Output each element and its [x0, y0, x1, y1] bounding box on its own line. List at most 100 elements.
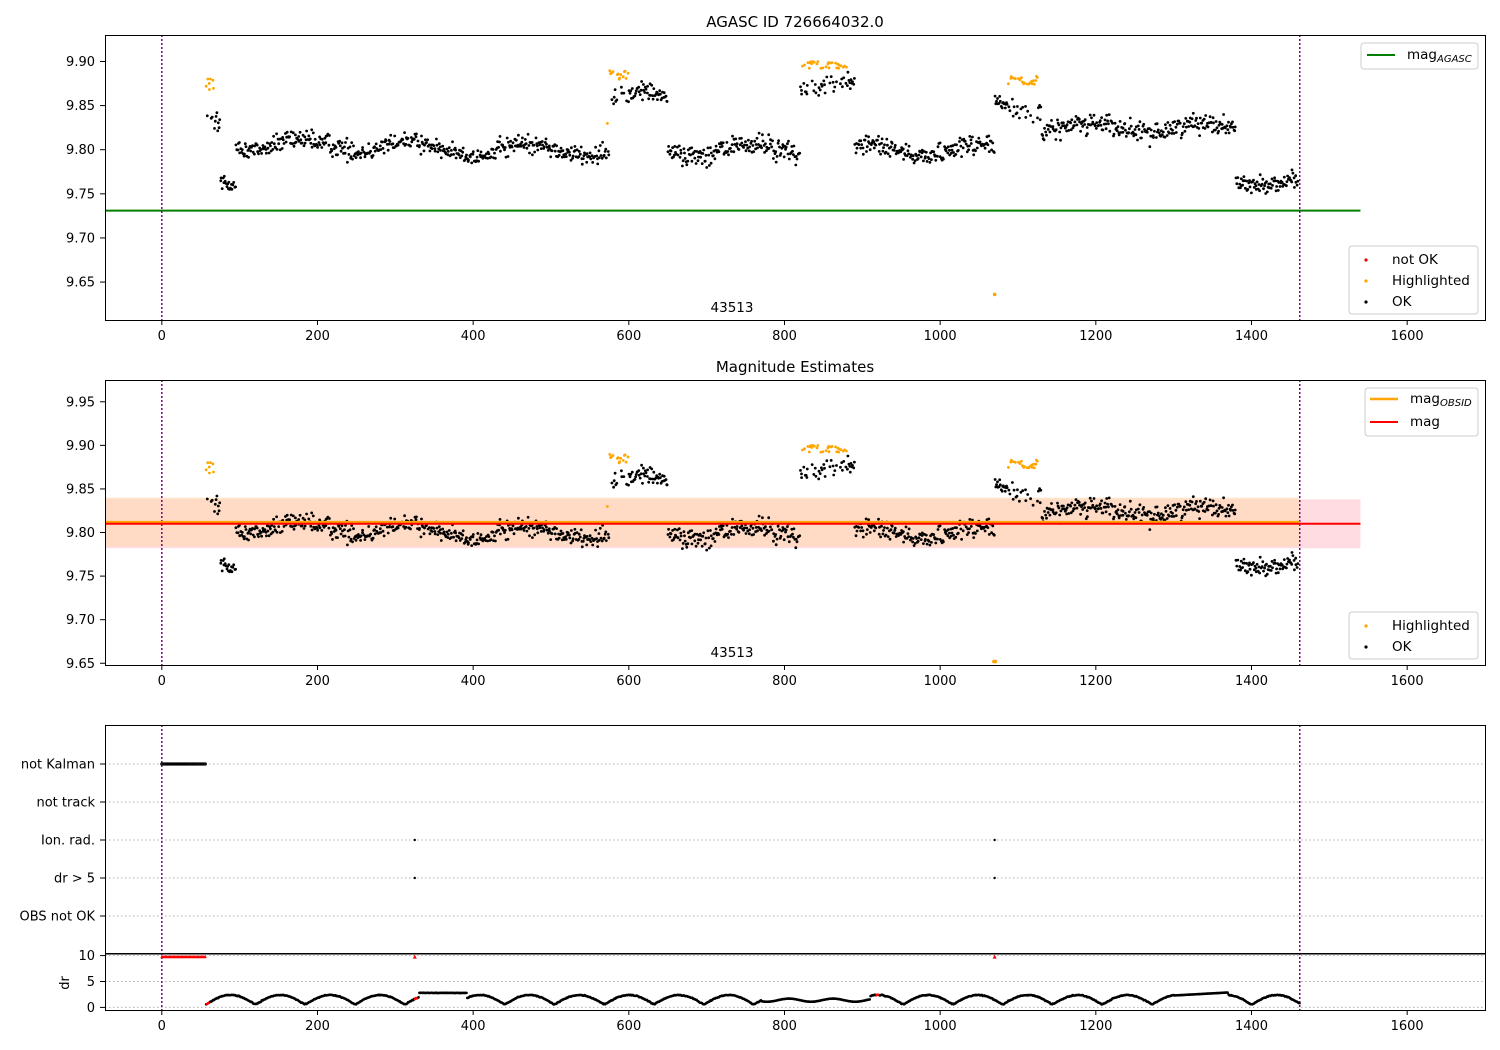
ok-point — [965, 150, 969, 154]
ok-point — [1235, 182, 1239, 186]
ok-point — [1051, 508, 1055, 511]
ok-point — [946, 151, 950, 155]
ok-point — [553, 149, 557, 153]
ok-point — [347, 535, 351, 539]
ok-point — [1215, 509, 1219, 513]
ok-point — [361, 528, 364, 532]
ok-point — [1290, 563, 1294, 566]
ok-point — [519, 527, 523, 531]
ok-point — [950, 531, 954, 535]
ok-point — [437, 142, 441, 146]
ok-point — [1224, 131, 1228, 135]
legend-label-ok: OK — [1392, 294, 1413, 310]
highlighted-point — [209, 77, 212, 81]
ok-point — [363, 538, 367, 541]
ok-point — [1018, 116, 1021, 120]
ok-point — [751, 144, 755, 147]
outlier-point — [993, 659, 998, 664]
ok-point — [913, 159, 917, 163]
ok-point — [435, 143, 439, 147]
ok-point — [1173, 503, 1176, 507]
ok-point — [911, 157, 914, 161]
ok-point — [1156, 511, 1160, 515]
highlighted-point — [827, 450, 831, 454]
ok-point — [951, 527, 955, 530]
ok-point — [634, 92, 637, 95]
ok-point — [1231, 503, 1234, 507]
y-tick-label: 9.70 — [66, 613, 95, 628]
ok-point — [1073, 503, 1077, 507]
ok-point — [337, 141, 341, 145]
ok-point — [309, 141, 313, 145]
ok-point — [1248, 185, 1252, 189]
ok-point — [647, 97, 651, 101]
ok-point — [1238, 182, 1242, 186]
ok-point — [371, 154, 375, 157]
ok-point — [942, 540, 945, 544]
ok-point — [952, 533, 955, 537]
ok-point — [642, 88, 645, 92]
ok-point — [467, 541, 470, 545]
ok-point — [1042, 138, 1046, 142]
ok-point — [872, 146, 876, 150]
ok-point — [991, 524, 995, 528]
ok-point — [606, 150, 610, 153]
y-tick-label: 9.65 — [66, 276, 95, 291]
ok-point — [416, 139, 420, 143]
ok-point — [379, 531, 383, 534]
ok-point — [791, 532, 794, 536]
y-tick-label: 9.85 — [66, 99, 95, 114]
ok-point — [389, 516, 393, 520]
ok-point — [373, 149, 377, 153]
ok-point — [848, 87, 852, 90]
ok-point — [210, 498, 214, 502]
ok-point — [498, 140, 501, 144]
ok-point — [302, 144, 306, 148]
ok-point — [798, 534, 802, 538]
ok-point — [772, 157, 775, 160]
ok-point — [1085, 509, 1089, 512]
ok-point — [786, 152, 790, 156]
ok-point — [1285, 566, 1288, 570]
ok-point — [430, 147, 434, 151]
ok-point — [1041, 517, 1045, 520]
ok-point — [1174, 514, 1178, 517]
ok-point — [996, 480, 999, 484]
highlighted-point — [839, 64, 843, 68]
ok-point — [437, 525, 441, 528]
ok-point — [770, 528, 774, 532]
ok-point — [468, 155, 472, 159]
y-tick-label: 0 — [87, 1001, 95, 1016]
ok-point — [1208, 115, 1212, 119]
ok-point — [1124, 511, 1127, 515]
ok-point — [709, 146, 712, 150]
ok-point — [603, 150, 607, 153]
ok-point — [1094, 126, 1098, 130]
ok-point — [794, 546, 798, 550]
ok-point — [1270, 560, 1274, 563]
highlighted-point — [608, 69, 612, 73]
ok-point — [658, 476, 662, 480]
ok-point — [919, 538, 923, 541]
ok-point — [994, 485, 998, 489]
ok-point — [1104, 122, 1108, 126]
ok-point — [240, 148, 244, 152]
ok-point — [1227, 503, 1230, 507]
highlighted-point — [1014, 460, 1017, 464]
ok-point — [538, 143, 542, 147]
ok-point — [549, 538, 553, 541]
ok-point — [1019, 490, 1023, 494]
ok-point — [986, 143, 990, 147]
highlighted-point — [845, 449, 848, 453]
ok-point — [566, 531, 570, 535]
ok-point — [753, 139, 757, 143]
ok-point — [1098, 502, 1102, 506]
ok-point — [841, 468, 844, 472]
ok-point — [1212, 121, 1215, 125]
ok-point — [381, 147, 385, 150]
ok-point — [772, 539, 775, 543]
ok-point — [511, 141, 515, 145]
ok-point — [527, 144, 531, 147]
flag-label: OBS not OK — [20, 910, 96, 925]
ok-point — [234, 185, 238, 189]
